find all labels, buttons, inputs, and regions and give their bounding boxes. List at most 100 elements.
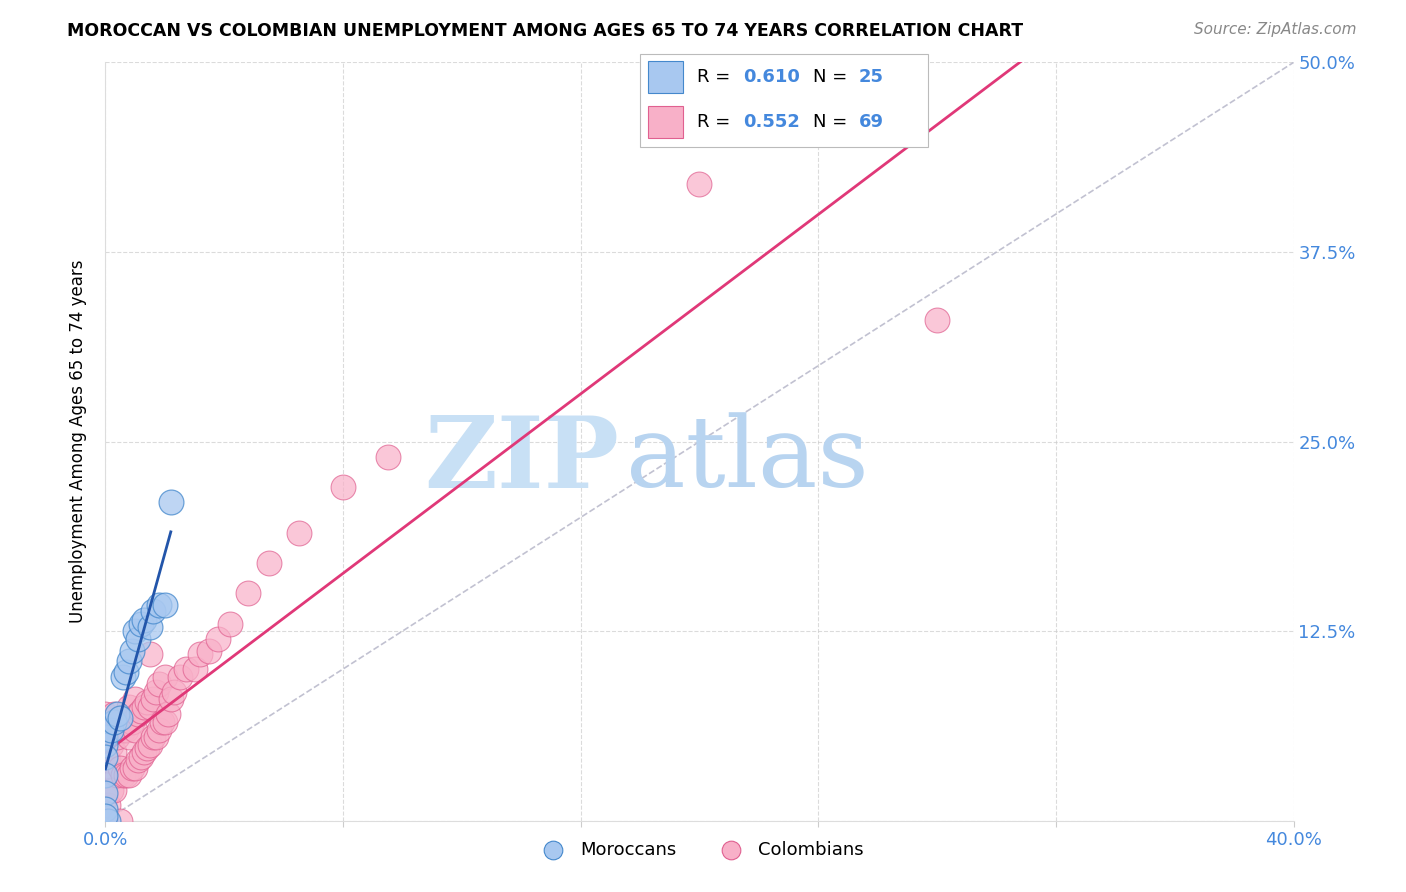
Point — [105, 730, 128, 744]
Point — [118, 655, 141, 669]
Point — [94, 750, 117, 764]
Point — [94, 768, 117, 782]
Point — [118, 699, 141, 714]
Point — [94, 791, 117, 805]
Point — [118, 730, 141, 744]
Point — [153, 669, 176, 683]
Point — [115, 768, 138, 782]
Text: atlas: atlas — [626, 413, 869, 508]
Text: N =: N = — [813, 68, 852, 86]
Point — [124, 723, 146, 737]
Point — [142, 692, 165, 706]
Point — [139, 699, 162, 714]
Point — [105, 768, 128, 782]
Text: R =: R = — [697, 113, 737, 131]
Point — [257, 556, 280, 570]
Point — [94, 730, 117, 744]
Text: 0.610: 0.610 — [744, 68, 800, 86]
Point — [121, 715, 143, 730]
Point — [94, 814, 117, 828]
Point — [153, 715, 176, 730]
Point — [236, 586, 259, 600]
Point — [94, 801, 117, 815]
Point — [145, 730, 167, 744]
Point — [94, 809, 117, 823]
Point — [332, 480, 354, 494]
Point — [183, 662, 205, 676]
Point — [100, 738, 122, 752]
Point — [159, 692, 181, 706]
Point — [142, 604, 165, 618]
Point — [100, 783, 122, 797]
Point — [219, 616, 242, 631]
Point — [139, 619, 162, 633]
Point — [198, 644, 221, 658]
Point — [124, 760, 146, 774]
Point — [118, 768, 141, 782]
Text: ZIP: ZIP — [423, 412, 619, 509]
Point — [94, 768, 117, 782]
Point — [127, 753, 149, 767]
FancyBboxPatch shape — [648, 106, 683, 138]
Point — [97, 753, 120, 767]
Text: 0.552: 0.552 — [744, 113, 800, 131]
Point — [148, 599, 170, 613]
Point — [105, 707, 128, 722]
Point — [94, 723, 117, 737]
Point — [145, 685, 167, 699]
Point — [121, 644, 143, 658]
Text: N =: N = — [813, 113, 852, 131]
Point — [112, 768, 135, 782]
Point — [190, 647, 212, 661]
Point — [159, 495, 181, 509]
Point — [136, 695, 159, 709]
Point — [103, 707, 125, 722]
Text: MOROCCAN VS COLOMBIAN UNEMPLOYMENT AMONG AGES 65 TO 74 YEARS CORRELATION CHART: MOROCCAN VS COLOMBIAN UNEMPLOYMENT AMONG… — [67, 22, 1024, 40]
Y-axis label: Unemployment Among Ages 65 to 74 years: Unemployment Among Ages 65 to 74 years — [69, 260, 87, 624]
Point — [132, 699, 155, 714]
Point — [124, 692, 146, 706]
Point — [150, 715, 173, 730]
Point — [94, 738, 117, 752]
Point — [139, 738, 162, 752]
Point — [148, 723, 170, 737]
Point — [97, 814, 120, 828]
Point — [110, 710, 132, 724]
Point — [94, 707, 117, 722]
Point — [142, 730, 165, 744]
Point — [132, 614, 155, 628]
Point — [100, 723, 122, 737]
Point — [153, 599, 176, 613]
Point — [112, 723, 135, 737]
Point — [169, 669, 191, 683]
Text: R =: R = — [697, 68, 737, 86]
Point — [97, 798, 120, 813]
Point — [121, 760, 143, 774]
Point — [156, 707, 179, 722]
Point — [127, 707, 149, 722]
Point — [124, 624, 146, 639]
Point — [139, 647, 162, 661]
Text: 25: 25 — [859, 68, 884, 86]
Point — [94, 786, 117, 800]
Point — [94, 753, 117, 767]
Point — [163, 685, 186, 699]
Point — [129, 750, 152, 764]
Legend: Moroccans, Colombians: Moroccans, Colombians — [529, 834, 870, 866]
Point — [110, 814, 132, 828]
Point — [377, 450, 399, 464]
Text: Source: ZipAtlas.com: Source: ZipAtlas.com — [1194, 22, 1357, 37]
Point — [287, 525, 309, 540]
Point — [103, 783, 125, 797]
Point — [148, 677, 170, 691]
Point — [94, 814, 117, 828]
Point — [207, 632, 229, 646]
Point — [103, 746, 125, 760]
Point — [129, 616, 152, 631]
Point — [129, 705, 152, 719]
Point — [110, 715, 132, 730]
Point — [127, 632, 149, 646]
Point — [115, 665, 138, 679]
Point — [136, 740, 159, 755]
Point — [94, 738, 117, 752]
